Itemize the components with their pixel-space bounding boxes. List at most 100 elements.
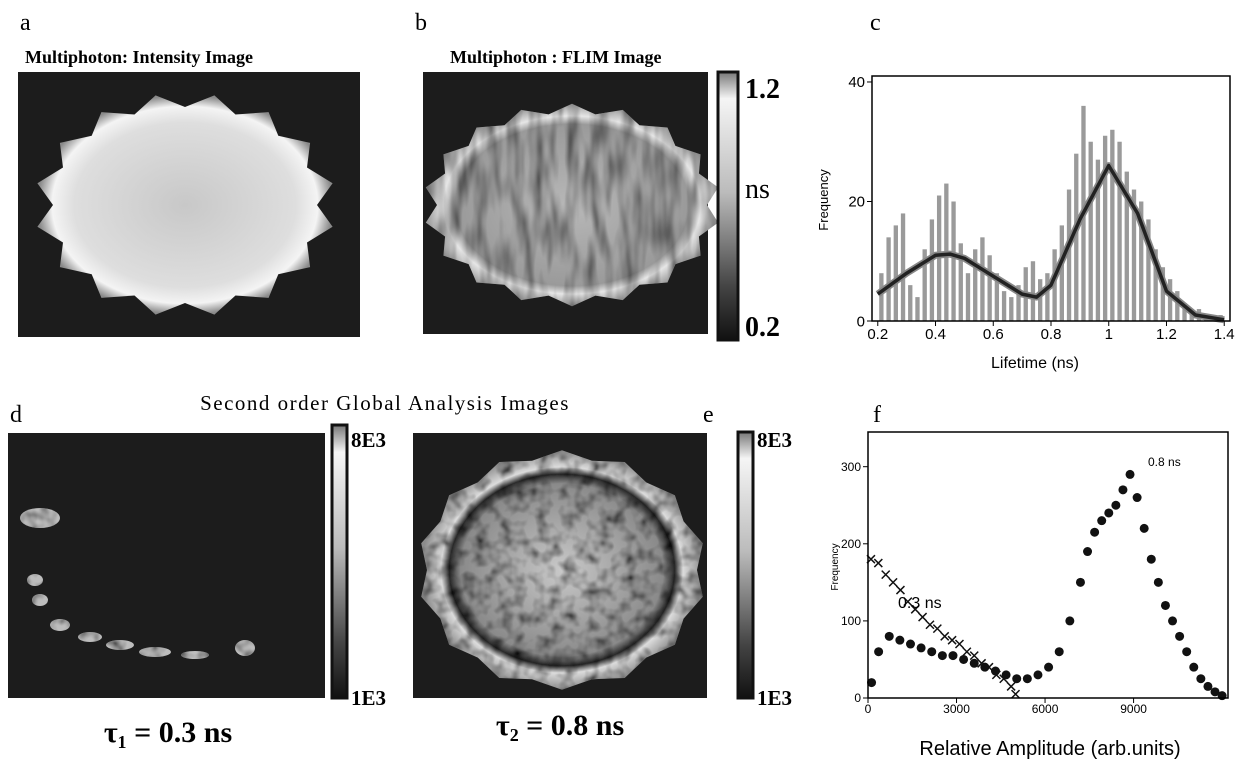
dot-point: [1097, 516, 1107, 526]
dot-point: [980, 662, 990, 672]
tau1-image: [8, 433, 325, 698]
cell-fragment: [78, 632, 102, 642]
annotation: 0.3 ns: [898, 595, 942, 612]
histogram-bar: [980, 237, 985, 321]
x-tick-label: 1.4: [1214, 326, 1235, 343]
histogram-bar: [1167, 279, 1173, 321]
histogram-bar: [1124, 171, 1129, 321]
x-tick-label: 1.2: [1156, 326, 1177, 343]
dot-point: [916, 643, 926, 653]
caption: τ₁ = 0.3 ns: [104, 716, 232, 749]
panel-title: Multiphoton: Intensity Image: [25, 47, 253, 67]
dot-point: [895, 635, 905, 645]
histogram-bar: [1102, 135, 1108, 321]
x-axis-label: Relative Amplitude (arb.units): [919, 738, 1180, 760]
y-tick-label: 200: [841, 537, 861, 551]
cell-fragment: [181, 651, 209, 659]
histogram-bar: [1110, 129, 1115, 321]
panel-label: e: [703, 402, 714, 428]
dot-point: [1146, 554, 1156, 564]
dot-point: [1153, 577, 1163, 587]
dot-point: [969, 658, 979, 668]
histogram-bar: [1059, 225, 1064, 321]
histogram-bar: [1016, 285, 1021, 321]
histogram-bar: [1088, 141, 1093, 321]
histogram-bar: [900, 213, 906, 321]
dot-point: [1111, 500, 1121, 510]
dot-point: [959, 654, 969, 664]
histogram-bar: [1117, 141, 1122, 321]
fit-curve: [876, 163, 1225, 322]
histogram-bar: [915, 297, 920, 321]
colorbar-label: 1E3: [351, 686, 386, 710]
cross-point: [1006, 681, 1016, 691]
dot-point: [1012, 674, 1022, 684]
colorbar-label: 1E3: [757, 686, 792, 710]
dot-point: [937, 651, 947, 661]
dot-point: [1203, 681, 1213, 691]
cell-fragment: [32, 594, 48, 606]
histogram-bar: [1160, 267, 1166, 321]
colorbar-label: 8E3: [757, 428, 792, 452]
histogram-bar: [886, 237, 891, 321]
dot-point: [1065, 616, 1075, 626]
histogram-bar: [994, 273, 1000, 321]
panel-label: f: [873, 402, 881, 428]
histogram-bar: [1001, 291, 1007, 321]
dot-point: [1125, 469, 1135, 479]
cross-point: [940, 631, 950, 641]
dot-point: [1090, 527, 1100, 537]
axes-frame: [871, 75, 1231, 322]
x-tick-label: 9000: [1120, 702, 1147, 716]
dot-point: [867, 678, 877, 688]
dot-point: [1022, 674, 1032, 684]
cell-fragment: [106, 640, 134, 650]
cross-point: [895, 585, 905, 595]
histogram-bar: [1139, 201, 1144, 321]
dot-point: [905, 639, 915, 649]
cross-point: [918, 612, 928, 622]
cell-fragment: [139, 647, 171, 657]
colorbar-unit: ns: [745, 174, 770, 205]
cross-point: [925, 620, 935, 630]
histogram-bar: [1175, 291, 1180, 321]
cross-point: [888, 577, 898, 587]
histogram-bar: [1153, 249, 1158, 321]
panel-label: d: [10, 402, 22, 428]
histogram-bar: [1095, 159, 1101, 321]
x-tick-label: 0.6: [983, 326, 1004, 343]
colorbar-label: 8E3: [351, 428, 386, 452]
colorbar: [736, 430, 755, 700]
dot-point: [1054, 647, 1064, 657]
x-axis-label: Lifetime (ns): [991, 355, 1079, 372]
x-tick-label: 0.4: [925, 326, 946, 343]
histogram-bar: [1045, 273, 1050, 321]
dot-point: [948, 651, 958, 661]
cross-point: [954, 639, 965, 649]
cell-fragment: [50, 619, 70, 631]
histogram-bar: [1066, 189, 1072, 321]
y-tick-label: 0: [854, 691, 861, 705]
dot-point: [1168, 616, 1178, 626]
dot-point: [884, 631, 894, 641]
cell-fragment: [20, 508, 60, 528]
dot-point: [1175, 631, 1185, 641]
cross-point: [873, 558, 883, 568]
dot-point: [1132, 493, 1142, 503]
y-axis-label: Frequency: [816, 169, 831, 231]
histogram-bar: [1030, 261, 1036, 321]
histogram-bar: [1074, 153, 1079, 321]
cell: [425, 103, 719, 307]
dot-point: [874, 647, 884, 657]
panel-label: a: [20, 10, 31, 36]
dot-point: [1160, 600, 1170, 610]
y-tick-label: 40: [848, 74, 865, 91]
dot-point: [1196, 674, 1206, 684]
histogram-bar: [922, 249, 927, 321]
dot-point: [1182, 647, 1192, 657]
histogram-bar: [951, 201, 956, 321]
y-tick-label: 0: [857, 313, 865, 330]
dot-point: [1104, 508, 1114, 518]
